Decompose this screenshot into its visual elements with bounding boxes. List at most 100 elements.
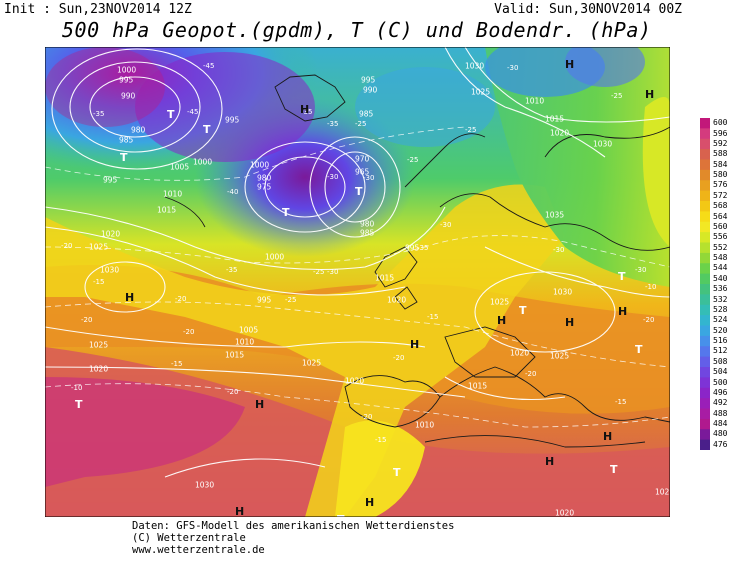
colorbar-swatch <box>700 211 710 223</box>
isotherm-label: -25 <box>285 296 296 304</box>
high-pressure-marker: H <box>545 455 554 468</box>
isotherm-label: -20 <box>175 295 186 303</box>
isotherm-label: -20 <box>525 370 536 378</box>
colorbar-level-label: 592 <box>713 138 728 148</box>
colorbar-swatch <box>700 294 710 306</box>
isotherm-label: -15 <box>615 398 626 406</box>
footer: Daten: GFS-Modell des amerikanischen Wet… <box>132 520 454 556</box>
low-pressure-marker: T <box>203 123 211 136</box>
isotherm-label: -40 <box>227 188 238 196</box>
isobar-label: 1000 <box>193 158 212 167</box>
isobar-label: 1030 <box>100 266 119 275</box>
isotherm-label: -25 <box>355 120 366 128</box>
isobar-label: 1020 <box>345 377 364 386</box>
colorbar-swatch <box>700 429 710 441</box>
isotherm-label: -35 <box>301 108 312 116</box>
isobar-label: 995 <box>257 296 272 305</box>
data-source: Daten: GFS-Modell des amerikanischen Wet… <box>132 520 455 532</box>
colorbar-level-label: 580 <box>713 170 728 180</box>
isobar-label: 1025 <box>490 298 509 307</box>
isotherm-label: -20 <box>61 242 72 250</box>
colorbar-swatch <box>700 169 710 181</box>
isobar-label: 1015 <box>157 206 176 215</box>
colorbar-level-label: 476 <box>713 439 728 449</box>
low-pressure-marker: T <box>282 206 290 219</box>
colorbar-level-label: 584 <box>713 159 728 169</box>
colorbar-level-label: 516 <box>713 336 728 346</box>
isotherm-label: -25 <box>611 92 622 100</box>
pressure-center-layer: HHHHHHHHHHHHHTTTTTTTTTTTT <box>75 58 654 517</box>
isotherm-label: -15 <box>375 436 386 444</box>
colorbar-level-label: 536 <box>713 284 728 294</box>
colorbar-level-label: 532 <box>713 294 728 304</box>
isobar-label: 985 <box>119 136 134 145</box>
isotherm-label: -10 <box>71 384 82 392</box>
isotherm-label: -10 <box>645 283 656 291</box>
colorbar-swatch <box>700 398 710 409</box>
colorbar-level-label: 492 <box>713 398 728 408</box>
colorbar-level-label: 504 <box>713 367 728 377</box>
colorbar-swatch <box>700 159 710 171</box>
low-pressure-marker: T <box>618 270 626 283</box>
isotherm-label: -35 <box>327 120 338 128</box>
isobar-label: 975 <box>257 183 272 192</box>
low-pressure-marker: T <box>610 463 618 476</box>
website-link[interactable]: www.wetterzentrale.de <box>132 544 265 556</box>
isobar-label: 1020 <box>89 365 108 374</box>
colorbar-swatch <box>700 418 710 430</box>
isobar-label: 980 <box>131 126 146 135</box>
isobar-label: 1000 <box>250 161 269 170</box>
colorbar-level-label: 600 <box>713 118 728 128</box>
colorbar-swatch <box>700 149 710 160</box>
colorbar-level-label: 556 <box>713 232 728 242</box>
isobar-label: 1030 <box>593 140 612 149</box>
colorbar-swatch <box>700 190 710 202</box>
isobar-label: 1030 <box>465 62 484 71</box>
colorbar-level-label: 572 <box>713 190 728 200</box>
high-pressure-marker: H <box>365 496 374 509</box>
isotherm-label: -20 <box>81 316 92 324</box>
isotherm-label: -35 <box>417 244 428 252</box>
colorbar-swatch <box>700 325 710 337</box>
colorbar-level-label: 484 <box>713 419 728 429</box>
colorbar-level-label: 524 <box>713 315 728 325</box>
high-pressure-marker: H <box>565 316 574 329</box>
isobar-label: 1020 <box>387 296 406 305</box>
isobar-label: 1000 <box>265 253 284 262</box>
isotherm-label: -20 <box>227 388 238 396</box>
copyright: (C) Wetterzentrale <box>132 532 246 544</box>
isobar-label: 995 <box>103 176 118 185</box>
isotherm-label: -45 <box>187 108 198 116</box>
isobar-label: 1005 <box>170 163 189 172</box>
map-title: 500 hPa Geopot.(gpdm), T (C) und Bodendr… <box>62 18 652 42</box>
isobar-label: 995 <box>225 116 240 125</box>
colorbar-level-label: 520 <box>713 325 728 335</box>
low-pressure-marker: T <box>393 466 401 479</box>
isobar-label: 1020 <box>101 230 120 239</box>
isobar-label: 1025 <box>89 341 108 350</box>
high-pressure-marker: H <box>125 291 134 304</box>
colorbar-level-label: 560 <box>713 221 728 231</box>
isotherm-label: -30 <box>440 221 451 229</box>
isotherm-label: -30 <box>553 246 564 254</box>
colorbar-swatch <box>700 201 710 212</box>
isobar-label: 990 <box>363 86 378 95</box>
isobar-label: 1020 <box>550 129 569 138</box>
colorbar-swatch <box>700 138 710 150</box>
isobar-label: 1035 <box>545 211 564 220</box>
colorbar-swatch <box>700 273 710 285</box>
isotherm-label: -30 <box>327 173 338 181</box>
init-time: Init : Sun,23NOV2014 12Z <box>4 2 192 17</box>
isotherm-label: -45 <box>203 62 214 70</box>
isotherm-label: -25 <box>407 156 418 164</box>
high-pressure-marker: H <box>410 338 419 351</box>
colorbar-swatch <box>700 180 710 192</box>
high-pressure-marker: H <box>235 505 244 517</box>
low-pressure-marker: T <box>120 151 128 164</box>
isotherm-label: -20 <box>643 316 654 324</box>
isotherm-label: -15 <box>93 278 104 286</box>
weather-map: 1000995990980985995101010151020102510301… <box>45 47 670 517</box>
temperature-label-layer: -45 -35 -45 -35 -40 -35 -25 -30 -30 -25 -25 -30 -25 -… <box>61 62 656 444</box>
colorbar-swatch <box>700 304 710 316</box>
isotherm-label: -30 <box>363 174 374 182</box>
